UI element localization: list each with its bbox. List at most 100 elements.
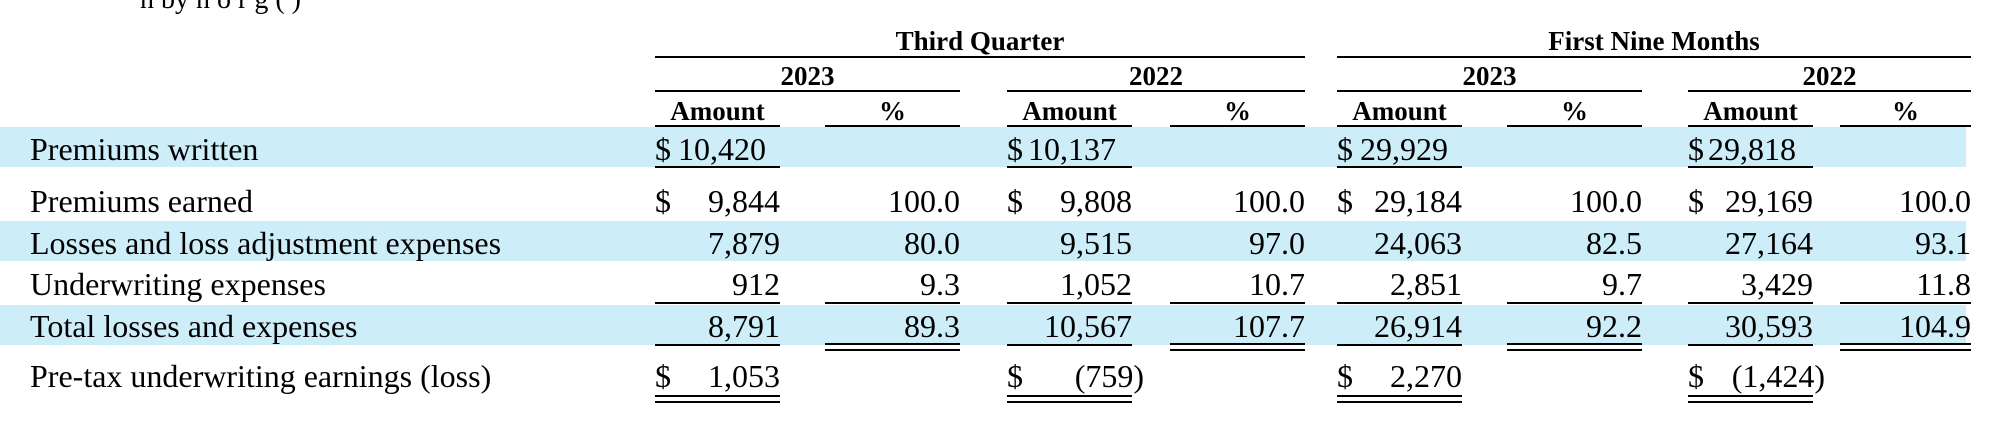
year-rule-nm-2022 — [1688, 90, 1971, 92]
subheader-amount-c2: Amount — [1022, 96, 1117, 126]
amount-r1-c2: 9,808 — [1060, 183, 1132, 219]
row-label-premiums-earned: Premiums earned — [30, 183, 254, 219]
group-header-third-quarter: Third Quarter — [895, 26, 1065, 56]
pct-r1-c4: 100.0 — [1899, 183, 1971, 219]
subheader-rule-amount-c2 — [1007, 125, 1132, 127]
amount-r2-c2: 9,515 — [1060, 225, 1132, 261]
subheader-amount-c1: Amount — [670, 96, 765, 126]
amount-r5-c4: (1,424) — [1731, 358, 1825, 394]
double-rule-pretax-c1 — [655, 395, 780, 403]
dollar-r5-c1: $ — [655, 358, 671, 394]
double-rule-pretax-c3 — [1337, 395, 1462, 403]
row-band-losses-lae — [0, 221, 1966, 261]
rule-below-underwriting-amt-c4 — [1688, 302, 1813, 304]
dollar-r5-c2: $ — [1007, 358, 1023, 394]
double-rule-total-pct-c4 — [1840, 343, 1971, 351]
pct-r3-c1: 9.3 — [920, 266, 960, 302]
rule-below-underwriting-pct-c4 — [1840, 302, 1971, 304]
double-rule-total-pct-c2 — [1170, 343, 1305, 351]
subheader-rule-pct-c3 — [1507, 125, 1642, 127]
year-header-nm-2023: 2023 — [1462, 61, 1517, 91]
rule-below-underwriting-pct-c3 — [1507, 302, 1642, 304]
pct-r2-c1: 80.0 — [904, 225, 960, 261]
rule-below-premiums-written-c3 — [1337, 166, 1462, 168]
rule-below-total-amt-c2 — [1007, 344, 1132, 346]
group-rule-third-quarter — [655, 56, 1305, 58]
amount-r0-c1: 10,420 — [678, 131, 766, 167]
subheader-amount-c4: Amount — [1703, 96, 1798, 126]
subheader-rule-amount-c1 — [655, 125, 780, 127]
year-rule-tq-2023 — [655, 90, 960, 92]
amount-r1-c1: 9,844 — [708, 183, 780, 219]
amount-r2-c1: 7,879 — [708, 225, 780, 261]
subheader-rule-amount-c3 — [1337, 125, 1462, 127]
year-header-tq-2023: 2023 — [780, 61, 835, 91]
pct-r1-c3: 100.0 — [1570, 183, 1642, 219]
dollar-r1-c4: $ — [1688, 183, 1704, 219]
pct-r4-c2: 107.7 — [1233, 308, 1305, 344]
rule-below-underwriting-amt-c1 — [655, 302, 780, 304]
amount-r0-c4: 29,818 — [1708, 131, 1796, 167]
subheader-pct-c2: % — [1224, 96, 1251, 126]
double-rule-total-pct-c3 — [1507, 343, 1642, 351]
pct-r4-c1: 89.3 — [904, 308, 960, 344]
cropped-top-text: n by n o r g ( ) — [140, 0, 301, 14]
rule-below-premiums-written-c2 — [1007, 166, 1132, 168]
year-rule-tq-2022 — [1007, 90, 1305, 92]
amount-r0-c2: 10,137 — [1028, 131, 1116, 167]
rule-below-total-amt-c3 — [1337, 344, 1462, 346]
group-header-first-nine-months: First Nine Months — [1548, 26, 1760, 56]
double-rule-pretax-c2 — [1007, 395, 1132, 403]
pct-r3-c2: 10.7 — [1249, 266, 1305, 302]
rule-below-underwriting-amt-c2 — [1007, 302, 1132, 304]
pct-r2-c4: 93.1 — [1915, 225, 1971, 261]
amount-r4-c1: 8,791 — [708, 308, 780, 344]
pct-r3-c3: 9.7 — [1602, 266, 1642, 302]
pct-r2-c2: 97.0 — [1249, 225, 1305, 261]
dollar-r0-c3: $ — [1337, 131, 1353, 167]
subheader-rule-pct-c1 — [825, 125, 960, 127]
amount-r5-c3: 2,270 — [1390, 358, 1462, 394]
amount-r2-c4: 27,164 — [1725, 225, 1813, 261]
row-label-pretax-earnings: Pre-tax underwriting earnings (loss) — [30, 358, 492, 394]
row-band-total-losses — [0, 305, 1966, 345]
group-rule-first-nine-months — [1337, 56, 1971, 58]
amount-r4-c4: 30,593 — [1725, 308, 1813, 344]
row-label-premiums-written: Premiums written — [30, 131, 259, 167]
double-rule-pretax-c4 — [1688, 395, 1813, 403]
rule-below-underwriting-pct-c1 — [825, 302, 960, 304]
year-header-nm-2022: 2022 — [1802, 61, 1857, 91]
pct-r4-c4: 104.9 — [1899, 308, 1971, 344]
dollar-r1-c2: $ — [1007, 183, 1023, 219]
amount-r3-c1: 912 — [732, 266, 780, 302]
rule-below-total-amt-c1 — [655, 344, 780, 346]
subheader-rule-pct-c4 — [1840, 125, 1971, 127]
amount-r1-c3: 29,184 — [1374, 183, 1462, 219]
subheader-pct-c4: % — [1892, 96, 1919, 126]
amount-r3-c4: 3,429 — [1741, 266, 1813, 302]
rule-below-underwriting-pct-c2 — [1170, 302, 1305, 304]
dollar-r0-c4: $ — [1688, 131, 1704, 167]
rule-below-premiums-written-c4 — [1688, 166, 1813, 168]
amount-r3-c3: 2,851 — [1390, 266, 1462, 302]
dollar-r5-c4: $ — [1688, 358, 1704, 394]
rule-below-premiums-written-c1 — [655, 166, 780, 168]
row-label-total-losses: Total losses and expenses — [30, 308, 358, 344]
pct-r1-c1: 100.0 — [888, 183, 960, 219]
pct-r1-c2: 100.0 — [1233, 183, 1305, 219]
subheader-pct-c1: % — [879, 96, 906, 126]
amount-r4-c3: 26,914 — [1374, 308, 1462, 344]
subheader-rule-amount-c4 — [1688, 125, 1813, 127]
dollar-r1-c3: $ — [1337, 183, 1353, 219]
dollar-r0-c2: $ — [1007, 131, 1023, 167]
amount-r3-c2: 1,052 — [1060, 266, 1132, 302]
amount-r1-c4: 29,169 — [1725, 183, 1813, 219]
pct-r4-c3: 92.2 — [1586, 308, 1642, 344]
row-label-losses-lae: Losses and loss adjustment expenses — [30, 225, 502, 261]
amount-r4-c2: 10,567 — [1044, 308, 1132, 344]
double-rule-total-pct-c1 — [825, 343, 960, 351]
amount-r2-c3: 24,063 — [1374, 225, 1462, 261]
year-rule-nm-2023 — [1337, 90, 1642, 92]
row-band-premiums-written — [0, 127, 1966, 167]
subheader-amount-c3: Amount — [1352, 96, 1447, 126]
